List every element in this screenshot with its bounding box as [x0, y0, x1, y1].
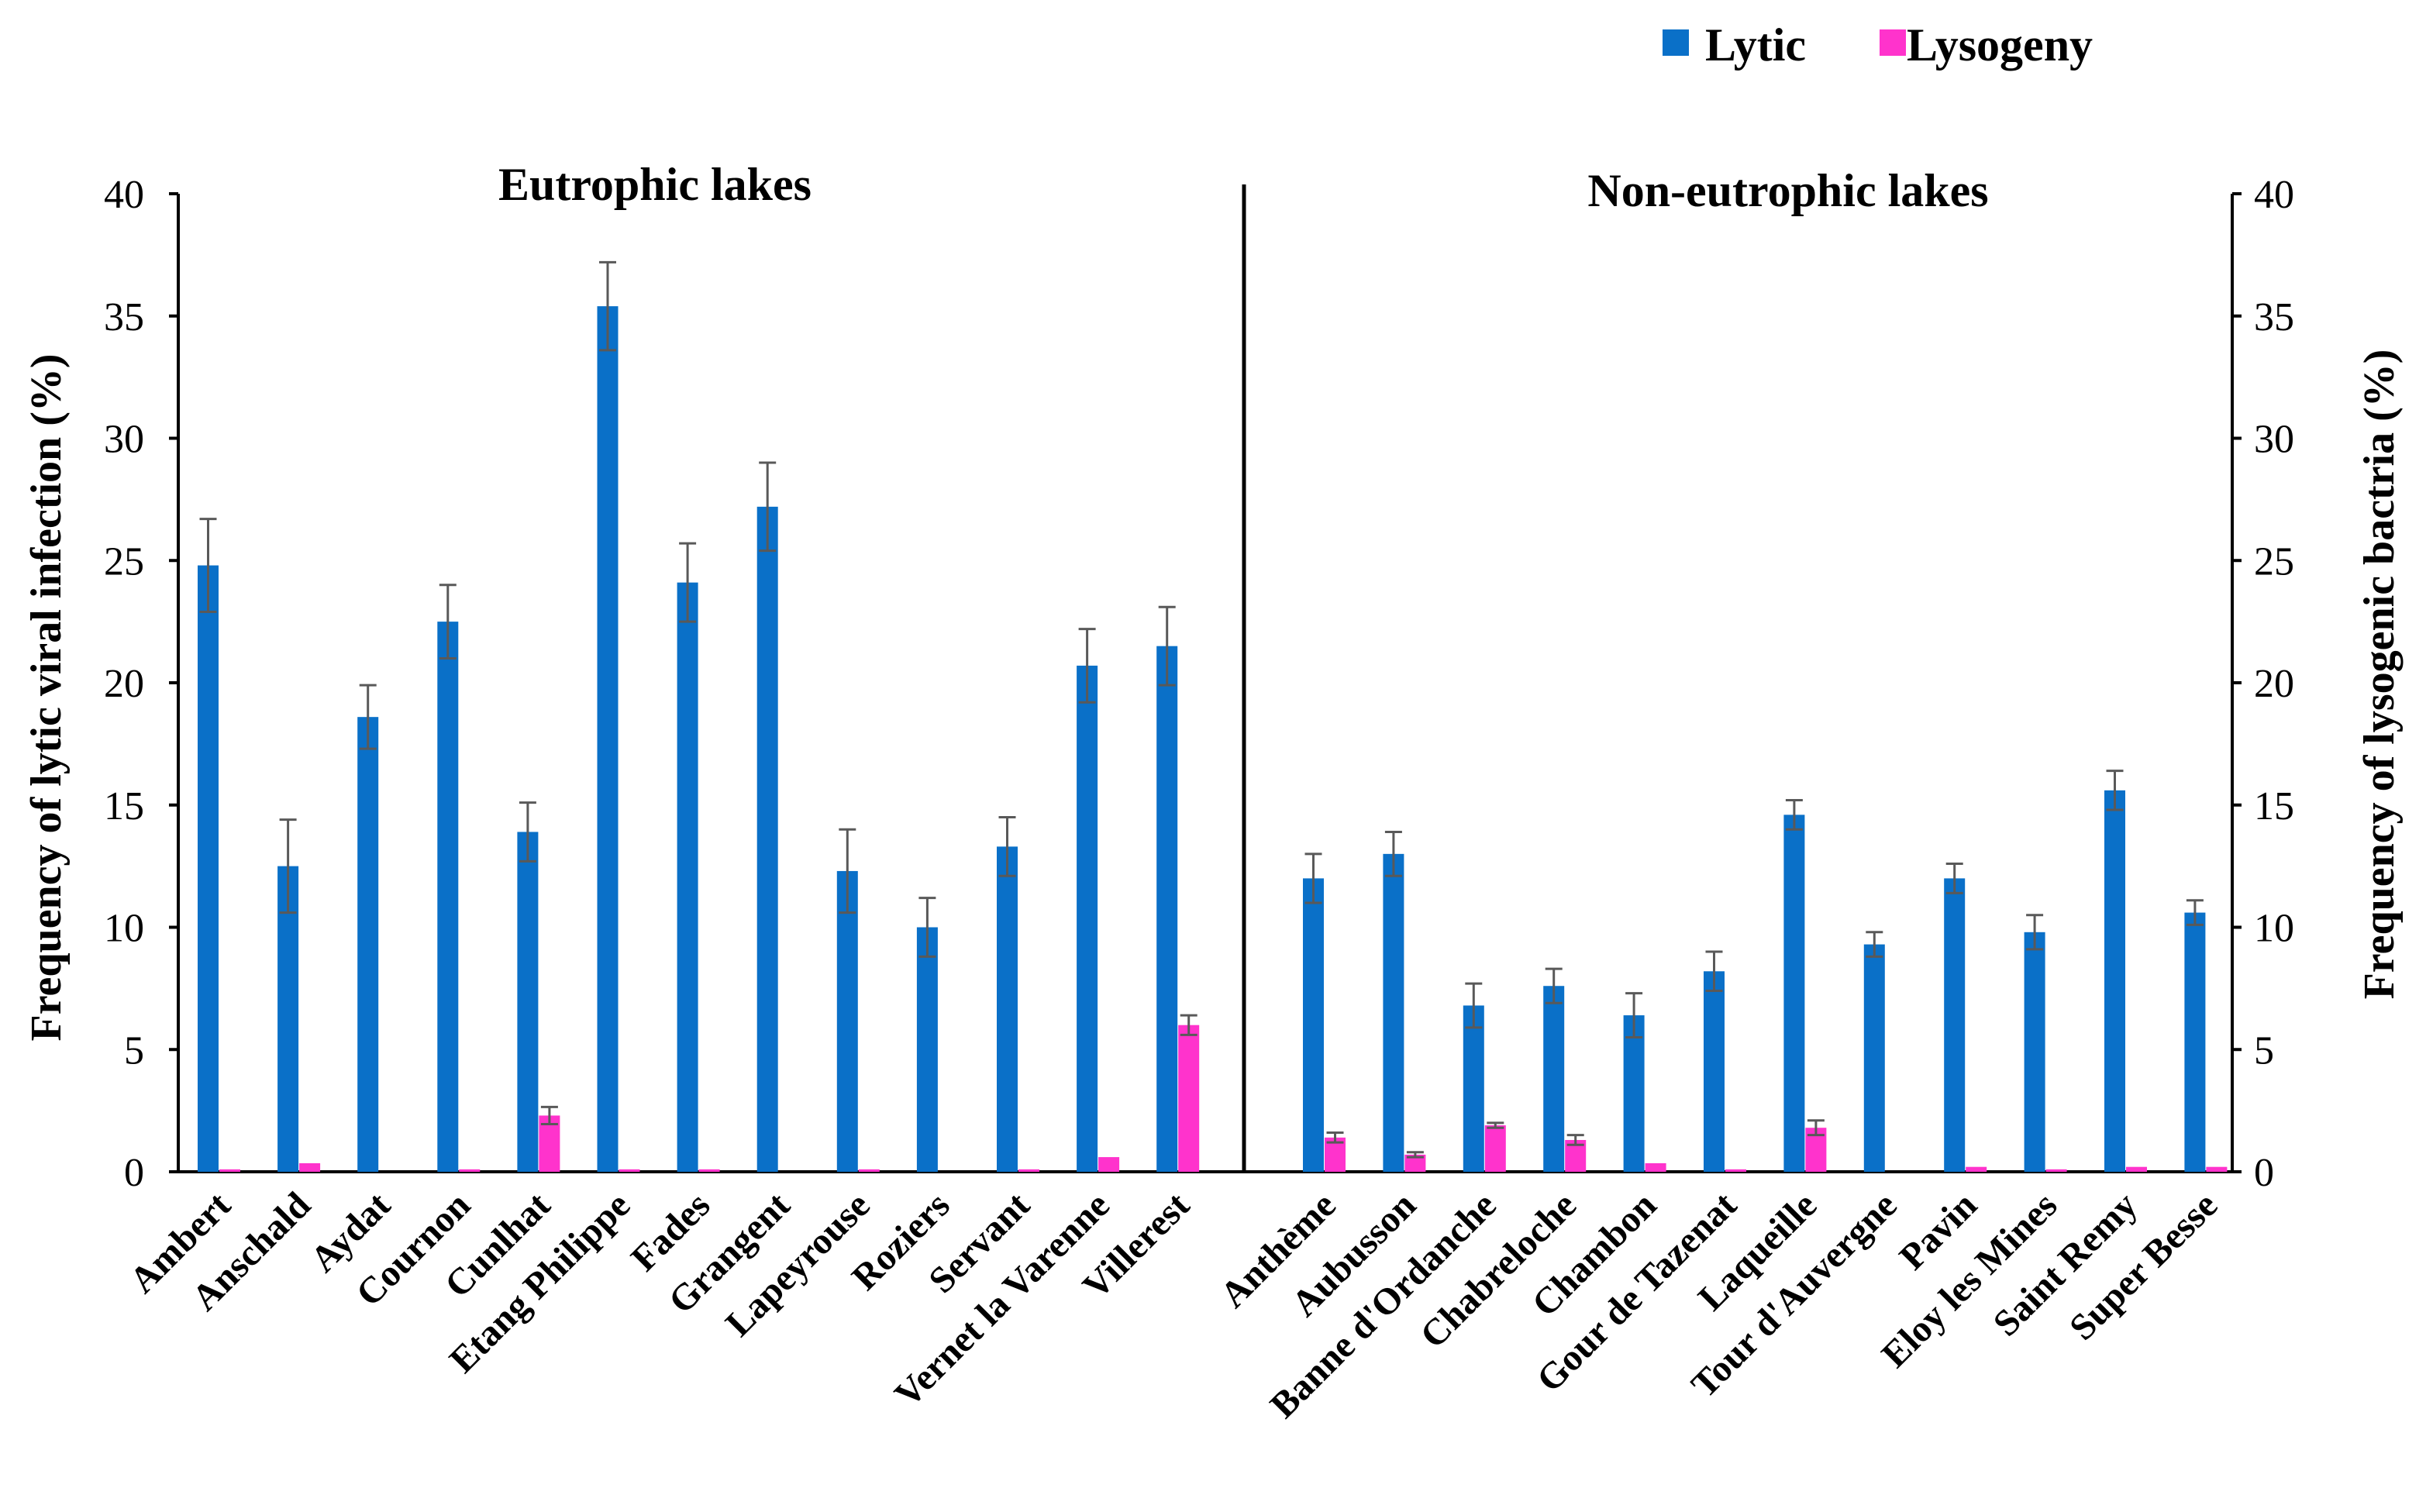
left-y-axis-title: Frequency of lytic viral infection (%) — [22, 353, 71, 1041]
bar-lytic — [1463, 1005, 1484, 1172]
group-title-eutrophic: Eutrophic lakes — [498, 159, 812, 210]
bar-lytic — [916, 927, 938, 1172]
bar-lytic — [2024, 932, 2045, 1172]
bar-lytic — [2184, 912, 2206, 1172]
bar-lytic — [2104, 790, 2125, 1172]
bar-lysogeny — [1178, 1025, 1200, 1172]
bar-lysogeny — [1098, 1157, 1120, 1172]
right-y-tick-label: 35 — [2254, 295, 2294, 339]
bar-lysogeny — [858, 1169, 880, 1172]
bar-lysogeny — [219, 1169, 240, 1172]
bar-lytic — [1303, 878, 1324, 1172]
group-title-non-eutrophic: Non-eutrophic lakes — [1587, 165, 1988, 216]
bar-lytic — [1944, 878, 1966, 1172]
bar-lytic — [836, 870, 858, 1172]
legend-swatch-lysogeny — [1880, 29, 1906, 56]
bar-lysogeny — [2206, 1166, 2228, 1172]
bar-lysogeny — [1404, 1154, 1426, 1172]
bar-lysogeny — [1645, 1162, 1666, 1172]
bar-lysogeny — [1018, 1169, 1039, 1172]
bar-lytic — [1156, 646, 1178, 1172]
bar-lytic — [997, 846, 1018, 1172]
bar-lysogeny — [459, 1169, 481, 1172]
left-y-ticks: 0 5 10 15 20 25 30 35 40 — [104, 173, 178, 1195]
bar-lysogeny — [698, 1169, 720, 1172]
left-y-tick-label: 15 — [104, 784, 144, 828]
bar-lysogeny — [1484, 1125, 1506, 1172]
bar-lytic — [517, 832, 539, 1172]
left-y-tick-label: 25 — [104, 539, 144, 584]
bar-lysogeny — [1725, 1169, 1746, 1172]
right-y-tick-label: 15 — [2254, 784, 2294, 828]
bar-lysogeny — [2045, 1169, 2067, 1172]
right-y-tick-label: 5 — [2254, 1028, 2274, 1073]
bar-lytic — [198, 565, 219, 1172]
legend: Lytic Lysogeny — [1663, 19, 2093, 71]
bar-lytic — [1077, 665, 1098, 1172]
left-y-tick-label: 0 — [124, 1151, 144, 1195]
left-y-tick-label: 40 — [104, 173, 144, 217]
bar-lytic — [1704, 971, 1725, 1172]
bar-lytic — [1383, 853, 1404, 1172]
left-y-tick-label: 30 — [104, 418, 144, 462]
legend-label-lytic: Lytic — [1705, 19, 1806, 71]
right-y-tick-label: 25 — [2254, 539, 2294, 584]
bar-lytic — [1783, 815, 1805, 1172]
right-y-axis-title: Frequency of lysogenic bactria (%) — [2355, 350, 2404, 1000]
left-y-tick-label: 20 — [104, 662, 144, 706]
bar-lytic — [277, 866, 299, 1172]
bar-lytic — [597, 306, 619, 1172]
right-y-tick-label: 10 — [2254, 907, 2294, 951]
bar-lytic — [1863, 944, 1885, 1172]
bar-lytic — [756, 506, 778, 1172]
bar-lytic — [437, 622, 459, 1172]
bar-lytic — [1543, 986, 1565, 1172]
bars — [198, 260, 2228, 1172]
right-y-tick-label: 0 — [2254, 1151, 2274, 1195]
left-y-tick-label: 35 — [104, 295, 144, 339]
legend-label-lysogeny: Lysogeny — [1907, 19, 2093, 71]
bar-lytic — [677, 582, 698, 1172]
right-y-tick-label: 20 — [2254, 662, 2294, 706]
right-y-ticks: 0 5 10 15 20 25 30 35 40 — [2232, 173, 2294, 1195]
bar-lysogeny — [619, 1169, 640, 1172]
left-y-tick-label: 10 — [104, 907, 144, 951]
bar-lysogeny — [299, 1162, 321, 1172]
left-y-tick-label: 5 — [124, 1028, 144, 1073]
bar-lysogeny — [1966, 1166, 1987, 1172]
right-y-tick-label: 40 — [2254, 173, 2294, 217]
right-y-tick-label: 30 — [2254, 418, 2294, 462]
legend-swatch-lytic — [1663, 29, 1689, 56]
bar-lysogeny — [2126, 1166, 2147, 1172]
bar-lytic — [1623, 1015, 1645, 1172]
bar-lytic — [357, 717, 379, 1172]
